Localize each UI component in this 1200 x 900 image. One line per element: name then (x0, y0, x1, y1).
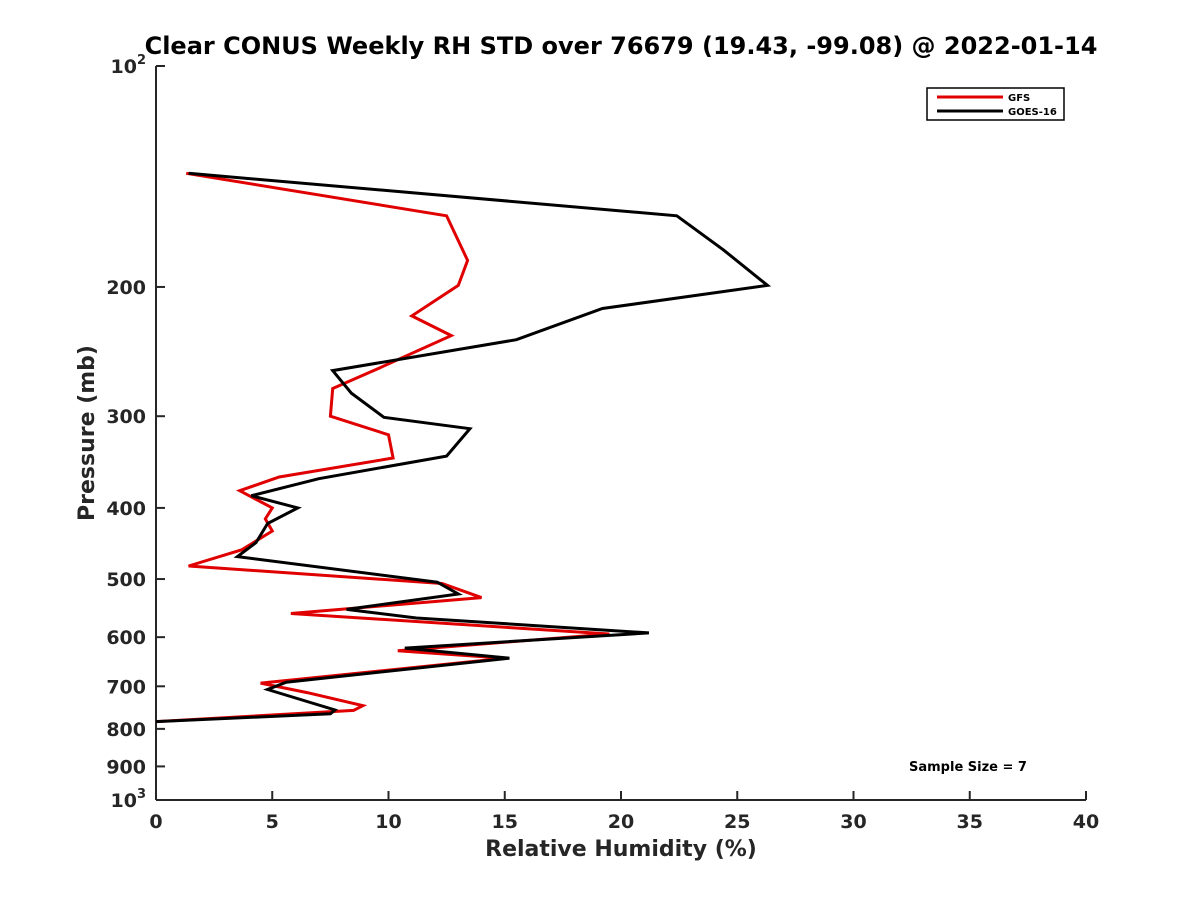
legend-label: GOES-16 (1008, 107, 1057, 118)
x-ticks: 0 5 10 15 20 25 30 35 40 (149, 791, 1099, 833)
y-axis-label: Pressure (mb) (75, 345, 100, 521)
series-line-goes-16 (155, 171, 772, 724)
y-tick-label: 900 (106, 756, 146, 778)
x-tick-label: 30 (840, 811, 866, 833)
x-axis-label: Relative Humidity (%) (485, 837, 757, 862)
x-tick-label: 5 (266, 811, 279, 833)
y-tick-label: 200 (106, 277, 146, 299)
y-tick-label: 800 (106, 719, 146, 741)
y-ticks: 102 200 300 400 500 600 700 800 900 103 (106, 53, 165, 812)
x-tick-label: 35 (957, 811, 983, 833)
x-tick-label: 0 (149, 811, 162, 833)
y-tick-label: 102 (111, 53, 147, 78)
x-tick-label: 10 (375, 811, 401, 833)
x-tick-label: 40 (1073, 811, 1099, 833)
legend-box (926, 87, 1065, 121)
legend: GFS GOES-16 (926, 87, 1065, 121)
x-tick-label: 15 (492, 811, 518, 833)
y-tick-label: 500 (106, 569, 146, 591)
y-tick-label: 300 (106, 406, 146, 428)
y-tick-label: 400 (106, 498, 146, 520)
series-lines (155, 171, 772, 724)
y-tick-label: 600 (106, 627, 146, 649)
x-tick-label: 20 (608, 811, 634, 833)
x-tick-label: 25 (724, 811, 750, 833)
y-tick-label: 700 (106, 676, 146, 698)
legend-label: GFS (1008, 93, 1030, 104)
y-tick-label: 103 (111, 787, 147, 812)
sample-size-annotation: Sample Size = 7 (909, 760, 1027, 775)
chart-title: Clear CONUS Weekly RH STD over 76679 (19… (145, 32, 1098, 60)
